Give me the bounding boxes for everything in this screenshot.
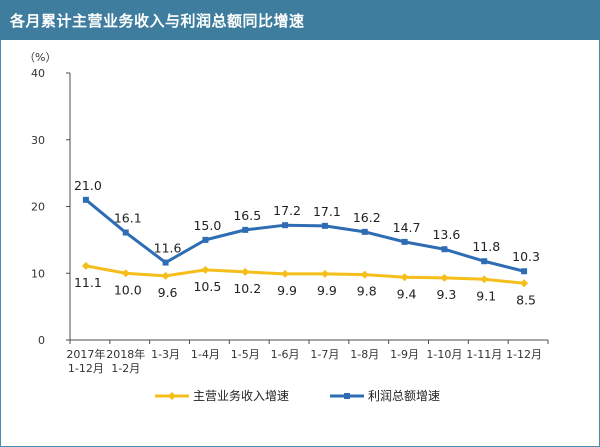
- data-label: 10.5: [193, 279, 221, 294]
- data-point-marker: [400, 273, 409, 282]
- data-label: 17.2: [273, 203, 301, 218]
- data-point-marker: [361, 228, 368, 235]
- data-point-marker: [161, 271, 170, 280]
- y-tick-label: 10: [31, 267, 45, 280]
- y-tick-label: 30: [31, 134, 45, 147]
- data-label: 11.6: [154, 241, 182, 256]
- data-label: 21.0: [74, 178, 102, 193]
- x-tick-label: 2017年: [66, 347, 105, 361]
- data-point-marker: [282, 222, 289, 229]
- data-point-marker: [480, 275, 489, 284]
- data-point-marker: [121, 269, 130, 278]
- data-labels: 11.1 10.0 9.6 10.5 10.2 9.9 9.9 9.8 9.4 9.3 9.1 8.5…: [74, 178, 540, 307]
- data-point-marker: [481, 258, 488, 265]
- data-label: 11.1: [74, 275, 102, 290]
- data-label: 9.1: [476, 288, 496, 303]
- x-tick-label: 1-7月: [310, 348, 339, 361]
- data-label: 9.9: [277, 283, 297, 298]
- chart-title: 各月累计主营业务收入与利润总额同比增速: [10, 12, 305, 30]
- data-label: 13.6: [432, 227, 460, 242]
- data-label: 10.3: [512, 249, 540, 264]
- data-label: 8.5: [516, 292, 536, 307]
- data-label: 15.0: [193, 218, 221, 233]
- data-label: 9.3: [436, 287, 456, 302]
- legend-swatch-marker: [344, 393, 350, 399]
- data-point-marker: [520, 279, 529, 288]
- data-point-marker: [162, 259, 169, 266]
- data-point-marker: [281, 269, 290, 278]
- data-label: 9.4: [397, 286, 417, 301]
- data-point-marker: [242, 226, 249, 233]
- x-tick-label: 1-6月: [271, 348, 300, 361]
- data-label: 16.1: [114, 211, 142, 226]
- x-tick-label: 1-10月: [426, 348, 462, 361]
- title-bar: 各月累计主营业务收入与利润总额同比增速: [0, 0, 600, 40]
- data-point-marker: [521, 268, 528, 275]
- data-label: 16.5: [233, 208, 261, 223]
- legend-label: 主营业务收入增速: [193, 388, 289, 403]
- data-label: 11.8: [472, 239, 500, 254]
- data-label: 10.2: [233, 281, 261, 296]
- series-line-0: [85, 264, 525, 285]
- data-point-marker: [440, 273, 449, 282]
- x-tick-label: 1-9月: [390, 348, 419, 361]
- data-point-marker: [360, 270, 369, 279]
- data-point-marker: [441, 246, 448, 253]
- legend: 主营业务收入增速 利润总额增速: [155, 388, 440, 403]
- data-point-marker: [201, 265, 210, 274]
- data-point-marker: [202, 236, 209, 243]
- data-point-marker: [82, 196, 89, 203]
- series-line-1: [84, 198, 525, 273]
- data-label: 9.8: [357, 284, 377, 299]
- x-tick-label: 1-8月: [350, 348, 379, 361]
- legend-swatch-marker: [168, 392, 176, 400]
- x-tick-label: 1-2月: [111, 362, 140, 375]
- legend-label: 利润总额增速: [368, 389, 440, 403]
- x-tick-label: 1-11月: [466, 348, 502, 361]
- x-tick-label: 1-5月: [231, 348, 260, 361]
- y-tick-label: 40: [31, 67, 45, 80]
- series-lines: [84, 198, 525, 285]
- y-tick-label: 0: [38, 334, 45, 347]
- x-tick-label: 1-12月: [506, 348, 542, 361]
- data-label: 16.2: [353, 210, 381, 225]
- data-label: 9.6: [158, 285, 178, 300]
- data-point-marker: [241, 267, 250, 276]
- data-label: 10.0: [114, 282, 142, 297]
- x-tick-label: 1-12月: [68, 362, 104, 375]
- data-point-marker: [122, 229, 129, 236]
- x-tick-label: 1-4月: [191, 348, 220, 361]
- data-label: 17.1: [313, 204, 341, 219]
- data-point-marker: [320, 269, 329, 278]
- data-label: 9.9: [317, 283, 337, 298]
- y-axis-unit-label: （%）: [24, 51, 56, 64]
- data-point-marker: [81, 261, 90, 270]
- x-tick-label: 2018年: [106, 347, 145, 361]
- data-point-marker: [401, 238, 408, 245]
- data-label: 14.7: [393, 220, 421, 235]
- y-tick-label: 20: [31, 201, 45, 214]
- x-tick-label: 1-3月: [151, 348, 180, 361]
- data-point-marker: [321, 222, 328, 229]
- series-points: [81, 196, 529, 288]
